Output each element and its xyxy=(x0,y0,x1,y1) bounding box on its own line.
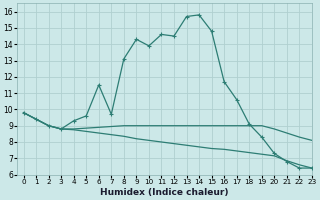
X-axis label: Humidex (Indice chaleur): Humidex (Indice chaleur) xyxy=(100,188,229,197)
